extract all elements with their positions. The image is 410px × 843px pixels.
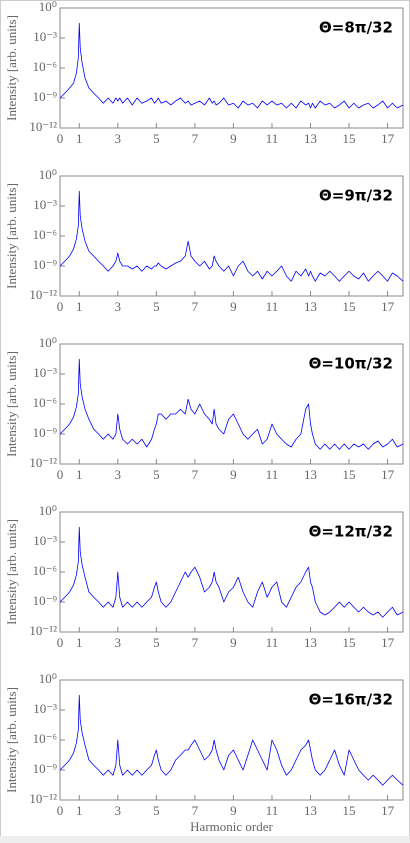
x-tick-label: 3 xyxy=(115,803,122,818)
spectrum-line xyxy=(59,22,404,109)
x-tick-label: 5 xyxy=(153,635,160,650)
y-tick-label: 10⁰ xyxy=(39,335,57,350)
x-tick-label: 1 xyxy=(76,299,83,314)
y-tick-label: 10⁻¹² xyxy=(29,455,57,470)
x-tick-label: 7 xyxy=(192,467,199,482)
x-tick-label: 15 xyxy=(343,467,356,482)
panel-annotation: Θ=8π/32 xyxy=(319,19,393,37)
x-tick-label: 11 xyxy=(266,131,279,146)
panel-annotation: Θ=9π/32 xyxy=(319,187,393,205)
y-tick-label: 10⁻³ xyxy=(33,197,57,212)
x-tick-label: 3 xyxy=(115,299,122,314)
x-tick-label: 3 xyxy=(115,131,122,146)
y-tick-label: 10⁻⁹ xyxy=(33,257,58,272)
y-tick-label: 10⁻⁶ xyxy=(33,563,57,578)
x-tick-label: 5 xyxy=(153,299,160,314)
x-tick-label: 1 xyxy=(76,635,83,650)
x-tick-label: 11 xyxy=(266,467,279,482)
x-tick-label: 0 xyxy=(57,131,64,146)
y-axis-label: Intensity [arb. units] xyxy=(4,519,19,625)
x-tick-label: 1 xyxy=(76,467,83,482)
x-tick-label: 0 xyxy=(57,467,64,482)
x-tick-label: 17 xyxy=(381,635,395,650)
x-tick-label: 9 xyxy=(230,635,237,650)
x-tick-label: 17 xyxy=(381,467,395,482)
y-tick-label: 10⁰ xyxy=(39,167,57,182)
x-tick-label: 13 xyxy=(304,467,317,482)
y-tick-label: 10⁻¹² xyxy=(29,623,57,638)
bottom-strip xyxy=(0,836,410,843)
x-tick-label: 7 xyxy=(192,131,199,146)
x-tick-label: 17 xyxy=(381,803,395,818)
y-axis-label: Intensity [arb. units] xyxy=(4,687,19,793)
x-tick-label: 15 xyxy=(343,299,356,314)
x-tick-label: 7 xyxy=(192,803,199,818)
x-tick-label: 0 xyxy=(57,635,64,650)
x-tick-label: 11 xyxy=(266,803,279,818)
x-tick-label: 13 xyxy=(304,635,317,650)
x-tick-label: 1 xyxy=(76,131,83,146)
x-tick-label: 1 xyxy=(76,803,83,818)
spectrum-line xyxy=(59,694,404,786)
x-tick-label: 0 xyxy=(57,803,64,818)
y-tick-label: 10⁻⁹ xyxy=(33,89,58,104)
panel-annotation: Θ=10π/32 xyxy=(309,355,393,373)
x-axis-label: Harmonic order xyxy=(190,819,273,834)
x-tick-label: 3 xyxy=(115,467,122,482)
y-tick-label: 10⁻⁹ xyxy=(33,761,58,776)
y-tick-label: 10⁰ xyxy=(39,0,57,14)
x-tick-label: 15 xyxy=(343,635,356,650)
spectrum-line xyxy=(59,526,404,618)
x-tick-label: 7 xyxy=(192,635,199,650)
x-tick-label: 3 xyxy=(115,635,122,650)
x-tick-label: 11 xyxy=(266,299,279,314)
x-tick-label: 9 xyxy=(230,131,237,146)
panel-annotation: Θ=12π/32 xyxy=(309,523,393,541)
x-tick-label: 9 xyxy=(230,299,237,314)
x-tick-label: 17 xyxy=(381,131,395,146)
y-tick-label: 10⁻³ xyxy=(33,365,57,380)
spectrum-line xyxy=(59,358,404,450)
x-tick-label: 5 xyxy=(153,803,160,818)
y-tick-label: 10⁻³ xyxy=(33,701,57,716)
x-tick-label: 15 xyxy=(343,131,356,146)
y-tick-label: 10⁻⁶ xyxy=(33,59,57,74)
y-tick-label: 10⁰ xyxy=(39,671,57,686)
y-axis-label: Intensity [arb. units] xyxy=(4,351,19,457)
y-tick-label: 10⁻³ xyxy=(33,29,57,44)
y-tick-label: 10⁻¹² xyxy=(29,119,57,134)
y-tick-label: 10⁻¹² xyxy=(29,287,57,302)
y-tick-label: 10⁻⁶ xyxy=(33,227,57,242)
y-axis-label: Intensity [arb. units] xyxy=(4,15,19,121)
x-tick-label: 17 xyxy=(381,299,395,314)
y-tick-label: 10⁻⁶ xyxy=(33,731,57,746)
y-axis-label: Intensity [arb. units] xyxy=(4,183,19,289)
spectrum-line xyxy=(59,190,404,282)
x-tick-label: 0 xyxy=(57,299,64,314)
x-tick-label: 11 xyxy=(266,635,279,650)
x-tick-label: 5 xyxy=(153,467,160,482)
y-tick-label: 10⁻⁶ xyxy=(33,395,57,410)
y-tick-label: 10⁻¹² xyxy=(29,791,57,806)
x-tick-label: 5 xyxy=(153,131,160,146)
x-tick-label: 7 xyxy=(192,299,199,314)
x-tick-label: 15 xyxy=(343,803,356,818)
x-tick-label: 9 xyxy=(230,467,237,482)
x-tick-label: 13 xyxy=(304,803,317,818)
x-tick-label: 9 xyxy=(230,803,237,818)
y-tick-label: 10⁻⁹ xyxy=(33,425,58,440)
x-tick-label: 13 xyxy=(304,299,317,314)
y-tick-label: 10⁻⁹ xyxy=(33,593,58,608)
y-tick-label: 10⁻³ xyxy=(33,533,57,548)
panel-annotation: Θ=16π/32 xyxy=(309,691,393,709)
y-tick-label: 10⁰ xyxy=(39,503,57,518)
x-tick-label: 13 xyxy=(304,131,317,146)
